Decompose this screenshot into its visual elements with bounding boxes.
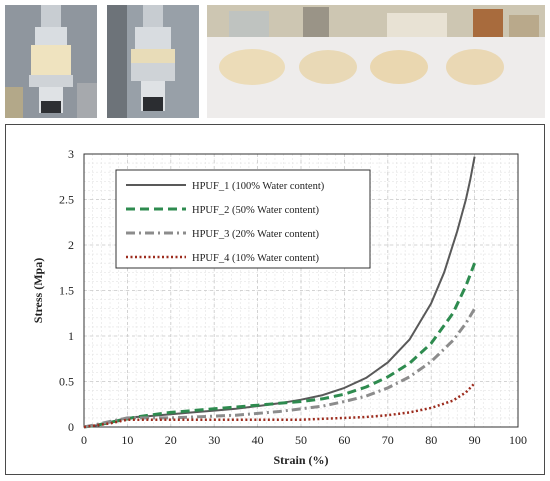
compression-test-photo-2: [107, 5, 199, 118]
x-tick-label: 30: [208, 433, 220, 447]
series-layer: [83, 156, 477, 429]
foam-samples-photo-drawing: [207, 5, 545, 118]
legend: HPUF_1 (100% Water content) HPUF_2 (50% W…: [115, 169, 371, 269]
x-axis-label: Strain (%): [274, 453, 329, 467]
x-tick-label: 50: [295, 433, 307, 447]
legend-label-4: HPUF_4 (10% Water content): [192, 253, 319, 264]
y-tick-label: 0.5: [59, 375, 74, 389]
x-tick-label: 60: [338, 433, 350, 447]
compression-test-photo-1-drawing: [5, 5, 97, 118]
tick-labels: 0 10 20 30 40 50 60 70 80 90 100 0 0.5 1 1.5 2 2.5 3: [59, 147, 527, 447]
y-tick-label: 2: [68, 238, 74, 252]
y-tick-label: 3: [68, 147, 74, 161]
legend-box: [115, 169, 371, 269]
legend-label-3: HPUF_3 (20% Water content): [192, 229, 319, 240]
plot-area: [83, 153, 519, 428]
series-line-2: [83, 262, 477, 429]
foam-samples-photo: [207, 5, 545, 118]
compression-test-photo-1: [5, 5, 97, 118]
y-tick-label: 2.5: [59, 193, 74, 207]
compression-test-photo-2-drawing: [107, 5, 199, 118]
legend-label-2: HPUF_2 (50% Water content): [192, 205, 319, 216]
x-tick-label: 100: [509, 433, 527, 447]
series-line-3: [83, 307, 476, 429]
x-tick-label: 80: [425, 433, 437, 447]
x-tick-label: 20: [165, 433, 177, 447]
y-tick-label: 1: [68, 329, 74, 343]
y-tick-label: 0: [68, 420, 74, 434]
y-axis-label: Stress (Mpa): [31, 258, 45, 323]
y-tick-label: 1.5: [59, 284, 74, 298]
stress-strain-chart: 0 10 20 30 40 50 60 70 80 90 100 0 0.5 1 1.5 2 2.5 3 Stra…: [31, 147, 527, 467]
x-tick-label: 40: [252, 433, 264, 447]
series-line-4: [83, 382, 476, 429]
chart-panel: 0 10 20 30 40 50 60 70 80 90 100 0 0.5 1 1.5 2 2.5 3 Stra…: [5, 124, 545, 475]
x-tick-label: 10: [121, 433, 133, 447]
x-tick-label: 90: [469, 433, 481, 447]
x-tick-label: 0: [81, 433, 87, 447]
legend-label-1: HPUF_1 (100% Water content): [192, 181, 325, 192]
x-tick-label: 70: [382, 433, 394, 447]
